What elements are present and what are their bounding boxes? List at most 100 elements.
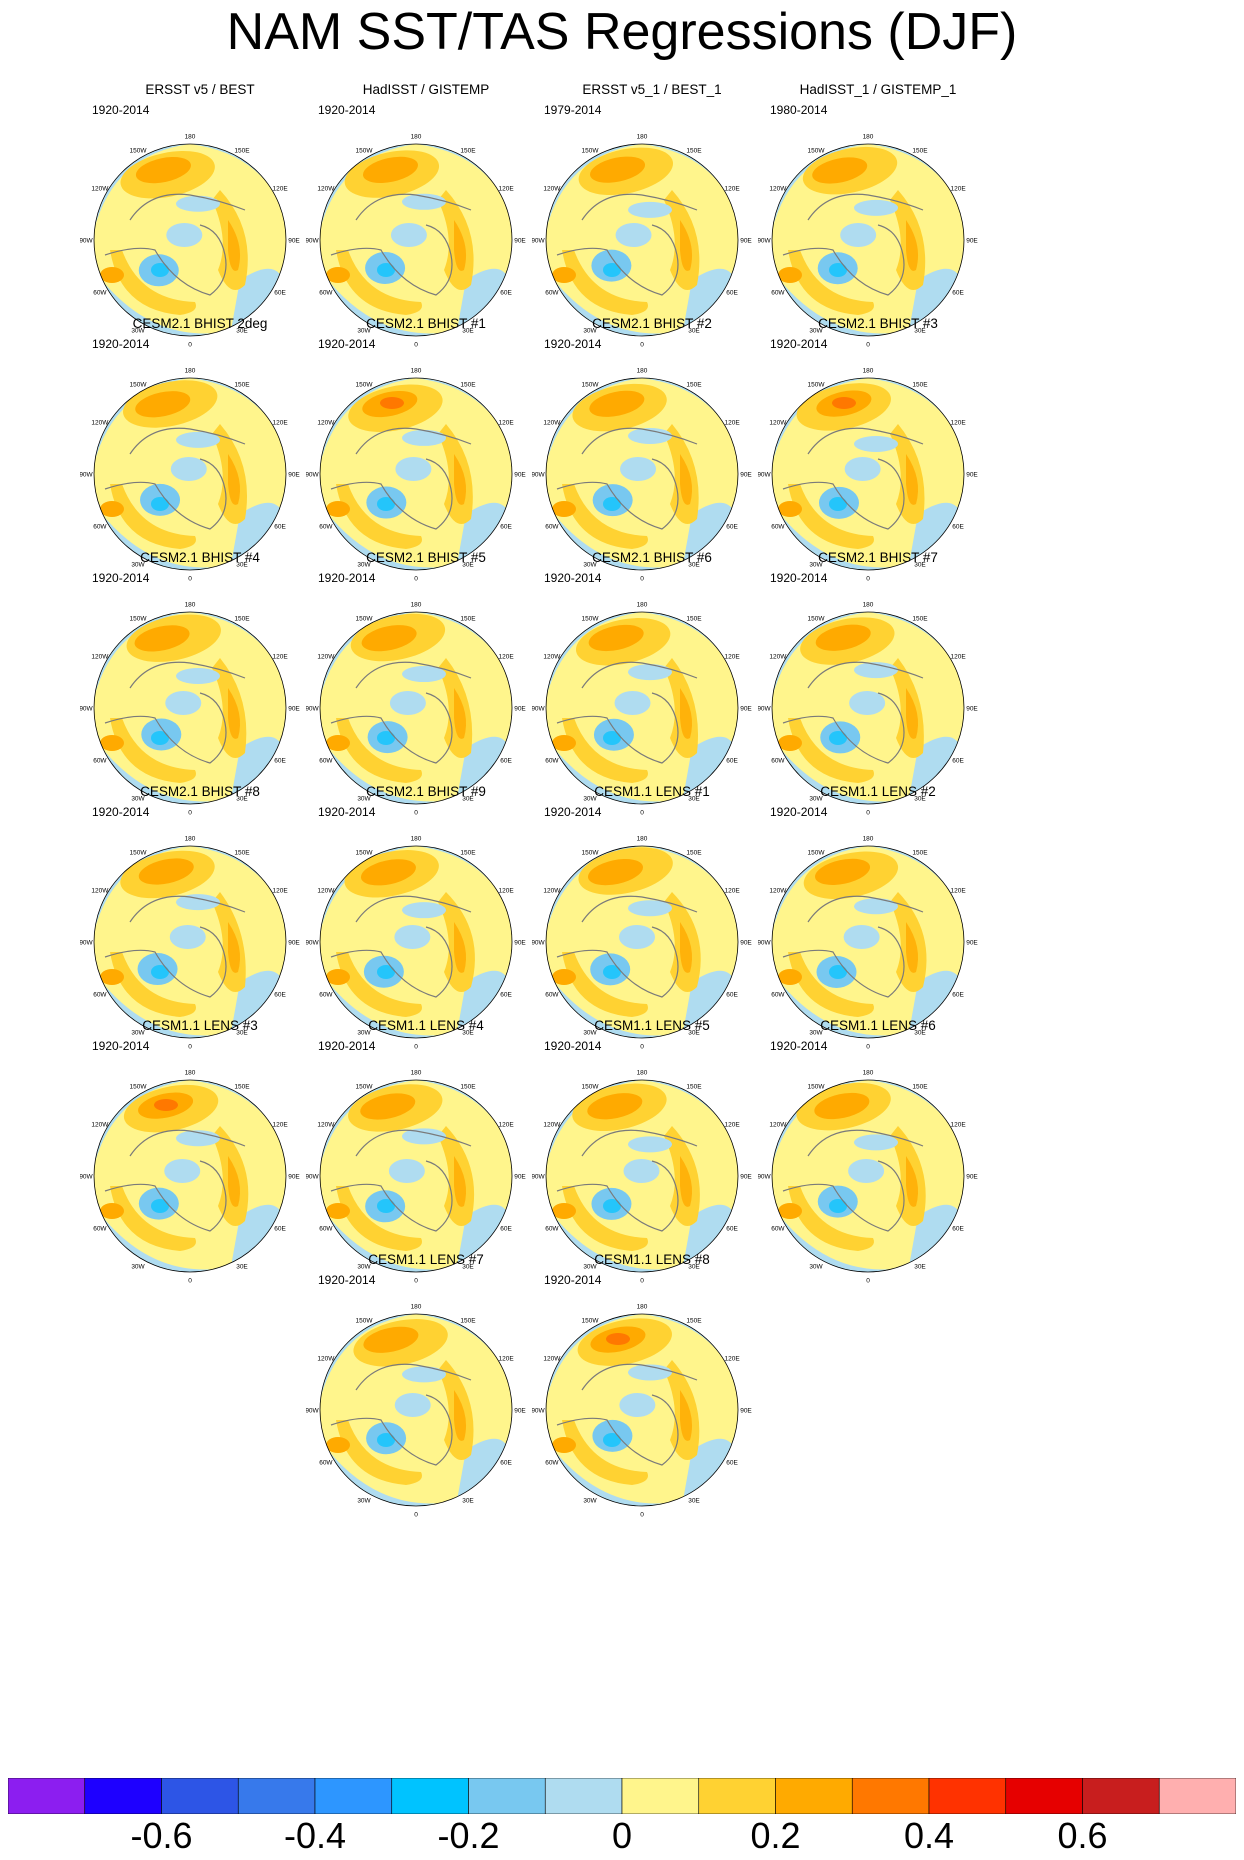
longitude-label: 120E (725, 888, 741, 895)
longitude-label: 90E (966, 472, 978, 479)
panel-period: 1920-2014 (770, 805, 828, 819)
longitude-label: 150W (356, 1083, 374, 1090)
longitude-label: 30E (914, 1030, 926, 1037)
longitude-label: 120W (769, 654, 787, 661)
longitude-label: 60W (545, 524, 559, 531)
panel-title: CESM2.1 BHIST #1 (366, 316, 486, 331)
longitude-label: 0 (414, 1278, 418, 1285)
colorbar-tick-label: -0.4 (283, 1815, 347, 1856)
panel-grid: ERSST v5 / BEST 180 150E 120E 90E 60E 30E 0 30W 6… (80, 82, 998, 1522)
longitude-label: 120W (317, 186, 335, 193)
longitude-label: 60W (545, 1460, 559, 1467)
panel-title: CESM1.1 LENS #8 (594, 1252, 710, 1267)
longitude-label: 30W (131, 562, 145, 569)
longitude-label: 60E (274, 524, 286, 531)
longitude-label: 60W (771, 1226, 785, 1233)
longitude-label: 30W (357, 1498, 371, 1505)
map-panel: ERSST v5 / BEST 180 150E 120E 90E 60E 30E 0 30W 6… (80, 82, 320, 352)
longitude-label: 90E (514, 472, 526, 479)
longitude-label: 120W (543, 654, 561, 661)
longitude-label: 150W (130, 849, 148, 856)
longitude-label: 120E (273, 1122, 289, 1129)
longitude-label: 90E (966, 940, 978, 947)
longitude-label: 60W (319, 1460, 333, 1467)
panel-period: 1980-2014 (770, 103, 828, 117)
map-panel: CESM1.1 LENS #8 180 150E 120E 90E 60E 30E 0 30W 6… (532, 1252, 772, 1522)
longitude-label: 60E (274, 992, 286, 999)
map-panel: CESM1.1 LENS #1 180 150E 120E 90E 60E 30E 0 30W 6… (532, 784, 772, 1054)
longitude-label: 150E (912, 1083, 928, 1090)
longitude-label: 30E (462, 562, 474, 569)
longitude-label: 30E (462, 328, 474, 335)
longitude-label: 30W (583, 562, 597, 569)
longitude-label: 30W (131, 328, 145, 335)
longitude-label: 180 (411, 1070, 422, 1077)
longitude-label: 60E (952, 758, 964, 765)
longitude-label: 150E (460, 1317, 476, 1324)
longitude-label: 0 (640, 1278, 644, 1285)
longitude-label: 30E (462, 796, 474, 803)
longitude-label: 150W (130, 615, 148, 622)
longitude-label: 90W (306, 940, 320, 947)
longitude-label: 90W (80, 238, 94, 245)
longitude-label: 30W (357, 328, 371, 335)
longitude-label: 90W (758, 1174, 772, 1181)
longitude-label: 30E (688, 1498, 700, 1505)
longitude-label: 30E (462, 1498, 474, 1505)
colorbar-tick-label: -0.2 (437, 1815, 500, 1856)
panel-title: CESM1.1 LENS #7 (368, 1252, 484, 1267)
longitude-label: 30E (688, 1264, 700, 1271)
longitude-label: 120W (317, 888, 335, 895)
colorbar-tick-label: 0.4 (903, 1815, 955, 1856)
longitude-label: 180 (863, 134, 874, 141)
longitude-label: 90E (288, 1174, 300, 1181)
longitude-label: 90W (532, 940, 546, 947)
longitude-label: 0 (866, 1278, 870, 1285)
longitude-label: 180 (185, 368, 196, 375)
longitude-label: 90W (532, 238, 546, 245)
map-panel: CESM1.1 LENS #7 180 150E 120E 90E 60E 30E 0 30W 6… (306, 1252, 546, 1522)
longitude-label: 90E (966, 706, 978, 713)
longitude-label: 30E (236, 328, 248, 335)
longitude-label: 30W (583, 328, 597, 335)
longitude-label: 90W (306, 472, 320, 479)
map-panel: CESM2.1 BHIST #3 180 150E 120E 90E 60E 30E 0 30W… (758, 316, 998, 586)
longitude-label: 180 (863, 368, 874, 375)
panel-period: 1920-2014 (92, 805, 150, 819)
longitude-label: 180 (185, 602, 196, 609)
longitude-label: 120E (725, 186, 741, 193)
colorbar-swatch (237, 1778, 316, 1814)
colorbar-swatch (391, 1778, 469, 1814)
longitude-label: 120E (951, 420, 967, 427)
longitude-label: 120E (499, 888, 515, 895)
longitude-label: 90W (532, 706, 546, 713)
longitude-label: 90E (966, 1174, 978, 1181)
longitude-label: 180 (185, 1070, 196, 1077)
longitude-label: 60E (500, 1460, 512, 1467)
longitude-label: 90E (514, 238, 526, 245)
longitude-label: 60W (319, 992, 333, 999)
longitude-label: 150W (582, 1083, 600, 1090)
panel-title: CESM1.1 LENS #3 (142, 1018, 258, 1033)
panel-title: CESM2.1 BHIST #3 (818, 316, 938, 331)
longitude-label: 30E (236, 562, 248, 569)
panel-period: 1920-2014 (92, 337, 150, 351)
longitude-label: 150E (686, 147, 702, 154)
longitude-label: 90E (966, 238, 978, 245)
panel-period: 1920-2014 (544, 1273, 602, 1287)
map-panel: CESM1.1 LENS #2 180 150E 120E 90E 60E 30E 0 30W 6… (758, 784, 998, 1054)
panel-title: CESM2.1 BHIST #9 (366, 784, 486, 799)
longitude-label: 0 (640, 1044, 644, 1051)
longitude-label: 150W (356, 147, 374, 154)
longitude-label: 180 (637, 134, 648, 141)
polar-map: 180 150E 120E 90E 60E 30E 0 30W 60W 90W 120W 150W (306, 1070, 526, 1285)
colorbar-swatch (8, 1778, 86, 1814)
longitude-label: 30W (809, 1264, 823, 1271)
longitude-label: 150W (130, 147, 148, 154)
longitude-label: 150W (356, 849, 374, 856)
longitude-label: 60W (93, 758, 107, 765)
longitude-label: 180 (637, 602, 648, 609)
map-panel: CESM1.1 LENS #5 180 150E 120E 90E 60E 30E 0 30W 6… (532, 1018, 772, 1288)
longitude-label: 90E (288, 940, 300, 947)
longitude-label: 30W (583, 796, 597, 803)
